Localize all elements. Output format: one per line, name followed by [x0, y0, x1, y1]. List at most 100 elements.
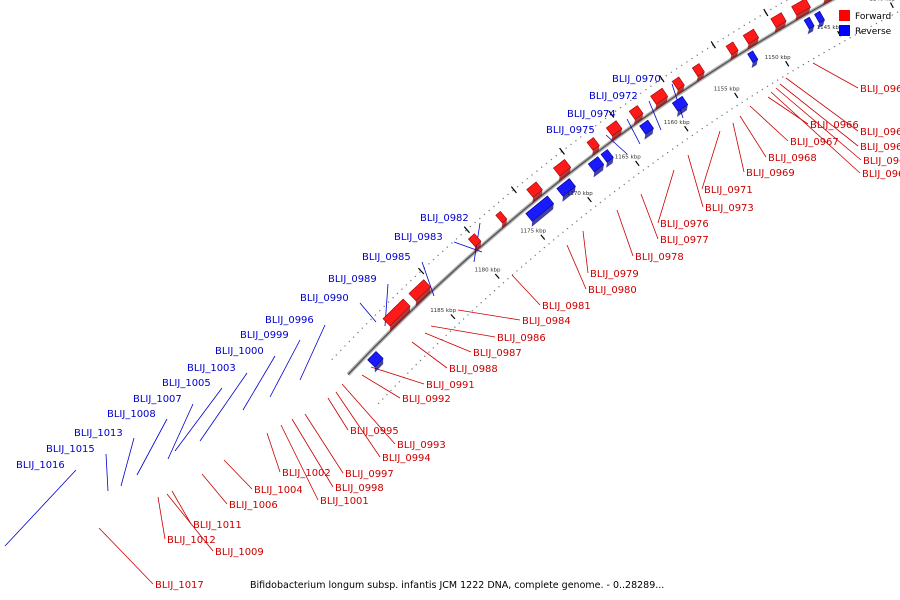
- forward-gene-label: BLIJ_1017: [155, 580, 204, 591]
- leader-line: [640, 193, 659, 240]
- scale-tick-label: 1170 kbp: [567, 191, 593, 197]
- scale-dot: [849, 37, 851, 39]
- scale-tick-label: 1155 kbp: [714, 87, 740, 93]
- scale-dot: [865, 28, 867, 30]
- forward-gene-label: BLIJ_0980: [588, 285, 637, 296]
- scale-dot: [493, 205, 495, 208]
- scale-dot: [813, 57, 815, 60]
- leader-line: [453, 241, 483, 253]
- scale-dot: [807, 60, 810, 63]
- scale-dot: [458, 322, 460, 324]
- leader-line: [701, 130, 721, 190]
- reverse-gene-label: BLIJ_0985: [362, 252, 411, 263]
- scale-dot: [445, 334, 447, 337]
- scale-dot: [782, 76, 784, 78]
- reverse-gene-label: BLIJ_0989: [328, 274, 377, 285]
- scale-dot: [818, 54, 820, 57]
- reverse-gene-box: [556, 178, 576, 202]
- scale-dot: [637, 172, 640, 175]
- scale-dot: [670, 71, 673, 74]
- forward-gene-box: [586, 137, 600, 156]
- scale-dot: [642, 169, 645, 171]
- forward-gene-box: [495, 210, 508, 229]
- scale-dot: [562, 231, 564, 233]
- scale-dot: [370, 318, 372, 321]
- scale-dot: [476, 306, 478, 308]
- scale-dot: [437, 254, 439, 257]
- forward-gene-box: [382, 298, 411, 332]
- forward-gene-label: BLIJ_0969: [746, 168, 795, 179]
- leader-line: [812, 62, 859, 89]
- forward-gene-label: BLIJ_0976: [660, 219, 709, 230]
- scale-dot: [419, 271, 421, 273]
- scale-dot: [548, 243, 550, 245]
- scale-ticks: 1115 kbp1120 kbp1125 kbp1130 kbp1135 kbp…: [417, 0, 896, 320]
- scale-dot: [507, 278, 509, 280]
- scale-dot: [483, 213, 486, 216]
- leader-line: [242, 355, 276, 411]
- scale-dot: [706, 47, 709, 50]
- scale-dot: [352, 336, 355, 338]
- forward-gene-box: [823, 0, 832, 5]
- leader-lines: [4, 62, 862, 585]
- forward-gene-label: BLIJ_0992: [402, 394, 451, 405]
- leader-line: [359, 302, 377, 323]
- scale-dot: [604, 198, 606, 200]
- scale-dot: [428, 351, 430, 353]
- scale-dot: [681, 141, 684, 143]
- scale-dot: [382, 398, 384, 400]
- forward-gene-label: BLIJ_1001: [320, 496, 369, 507]
- scale-dot: [751, 95, 753, 97]
- leader-line: [280, 424, 319, 501]
- scale-dot: [465, 230, 467, 232]
- leader-line: [335, 391, 381, 458]
- genome-backbone: [346, 0, 836, 376]
- scale-dot: [394, 385, 396, 387]
- scale-dot: [432, 347, 434, 349]
- reverse-gene-label: BLIJ_0972: [589, 91, 638, 102]
- scale-dot: [619, 106, 622, 109]
- scale-dot: [886, 17, 888, 19]
- scale-tick-mark: [608, 110, 615, 118]
- scale-dot: [520, 266, 523, 268]
- leader-line: [136, 418, 168, 476]
- reverse-gene-label: BLIJ_0975: [546, 125, 595, 136]
- scale-dot: [623, 183, 625, 186]
- scale-dot: [706, 124, 708, 127]
- leader-line: [785, 77, 859, 132]
- scale-dot: [738, 28, 740, 30]
- forward-gene-label: BLIJ_0993: [397, 440, 446, 451]
- scale-dot: [736, 104, 738, 107]
- scale-dot: [833, 45, 836, 48]
- forward-gene-box: [770, 12, 787, 33]
- leader-line: [626, 118, 641, 145]
- scale-dot: [340, 349, 342, 352]
- scale-dot: [599, 121, 602, 123]
- forward-gene-label: BLIJ_0971: [704, 185, 753, 196]
- scale-dot: [534, 254, 536, 256]
- reverse-gene-label: BLIJ_1000: [215, 346, 264, 357]
- reverse-gene-label: BLIJ_1016: [16, 460, 65, 471]
- scale-dot: [419, 359, 422, 362]
- scale-dot: [797, 67, 799, 69]
- leader-line: [269, 339, 301, 398]
- scale-dot: [531, 174, 533, 176]
- forward-gene-label: BLIJ_1011: [193, 520, 242, 531]
- leader-line: [361, 374, 401, 399]
- leader-line: [767, 96, 809, 125]
- scale-dot: [759, 15, 761, 17]
- scale-dot: [541, 166, 543, 168]
- reverse-gene-label: BLIJ_0996: [265, 315, 314, 326]
- scale-dot: [407, 372, 409, 374]
- scale-dot: [414, 275, 417, 278]
- forward-gene-label: BLIJ_0967: [790, 137, 839, 148]
- scale-dot: [609, 194, 611, 196]
- leader-line: [770, 91, 861, 174]
- scale-dot: [691, 134, 693, 137]
- scale-dot: [462, 318, 465, 320]
- scale-dot: [614, 110, 617, 112]
- scale-tick-label: 1145 kbp: [817, 25, 843, 31]
- scale-dot: [566, 227, 569, 230]
- forward-gene-label: BLIJ_1006: [229, 500, 278, 511]
